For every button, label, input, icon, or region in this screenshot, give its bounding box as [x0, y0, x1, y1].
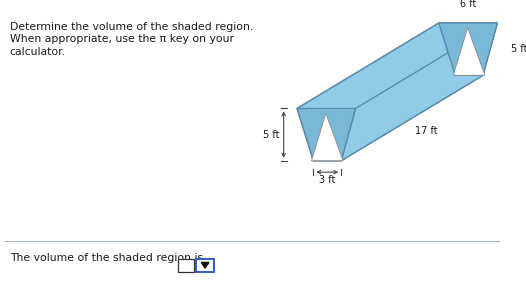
Text: 17 ft: 17 ft [415, 126, 438, 136]
Polygon shape [311, 113, 343, 161]
Polygon shape [341, 23, 498, 161]
Polygon shape [453, 28, 485, 75]
Polygon shape [201, 262, 209, 268]
Text: Determine the volume of the shaded region.: Determine the volume of the shaded regio… [9, 22, 253, 32]
Polygon shape [297, 23, 498, 108]
Text: The volume of the shaded region is: The volume of the shaded region is [9, 253, 203, 263]
Text: calculator.: calculator. [9, 47, 66, 57]
Text: 5 ft: 5 ft [264, 130, 280, 140]
Polygon shape [439, 23, 498, 75]
Polygon shape [313, 75, 483, 161]
Bar [196, 259, 214, 272]
Bar [178, 259, 194, 272]
Text: 3 ft: 3 ft [319, 175, 336, 185]
Text: When appropriate, use the π key on your: When appropriate, use the π key on your [9, 34, 234, 44]
Text: 6 ft: 6 ft [460, 0, 477, 9]
Polygon shape [297, 108, 356, 161]
Text: 5 ft: 5 ft [511, 44, 526, 54]
Polygon shape [297, 23, 455, 161]
